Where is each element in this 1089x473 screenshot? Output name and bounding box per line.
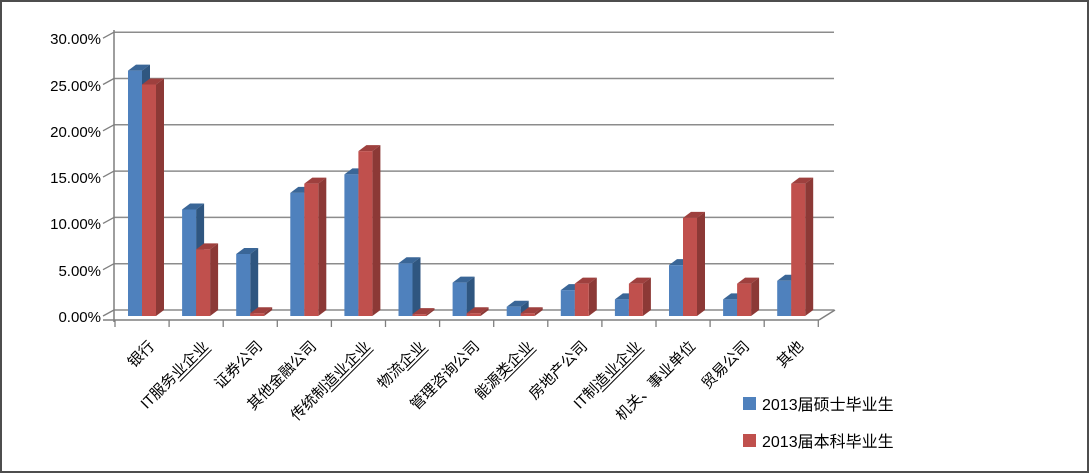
bar-side-s1-c10 xyxy=(697,211,705,316)
bar-s1-c9 xyxy=(628,283,643,316)
bar-s1-c4 xyxy=(358,151,373,316)
bar-top-s0-c0 xyxy=(128,64,150,71)
bar-s0-c5 xyxy=(398,263,413,316)
y-tick xyxy=(102,31,115,39)
bar-side-s1-c7 xyxy=(534,307,543,316)
legend-item-bachelors: 2013届本科毕业生 xyxy=(743,428,894,452)
bar-side-s1-c5 xyxy=(426,308,435,316)
bar-s1-c3 xyxy=(304,183,319,316)
y-axis-tick-label: 20.00% xyxy=(50,123,101,141)
y-tick xyxy=(102,216,115,224)
bar-top-s1-c7 xyxy=(520,307,543,314)
bar-s0-c0 xyxy=(128,70,142,316)
legend-swatch-masters-icon xyxy=(743,396,756,410)
bar-s0-c2 xyxy=(236,253,251,316)
bar-top-s1-c6 xyxy=(466,307,489,314)
bar-s1-c8 xyxy=(574,283,589,316)
legend-label-masters: 2013届硕士毕业生 xyxy=(762,397,894,414)
bar-top-s1-c3 xyxy=(304,177,327,184)
bar-side-s1-c8 xyxy=(588,277,597,316)
bar-s1-c10 xyxy=(683,217,697,316)
bar-s0-c1 xyxy=(182,209,197,316)
bar-s1-c12 xyxy=(791,183,806,316)
y-axis-tick-label: 5.00% xyxy=(58,262,101,280)
bar-top-s1-c12 xyxy=(791,177,814,184)
bar-s1-c11 xyxy=(737,283,752,316)
bar-side-s0-c5 xyxy=(412,257,421,316)
bar-side-s1-c2 xyxy=(264,307,273,316)
floor-right-edge xyxy=(818,309,836,321)
bar-top-s0-c6 xyxy=(452,276,475,283)
bar-s0-c3 xyxy=(290,192,305,316)
bar-top-s0-c2 xyxy=(236,247,259,254)
bar-s0-c10 xyxy=(669,265,683,316)
bar-s0-c8 xyxy=(560,290,575,316)
bar-side-s0-c6 xyxy=(466,276,475,316)
bar-top-s1-c4 xyxy=(358,145,381,152)
bar-top-s1-c8 xyxy=(574,277,597,284)
bar-s1-c5 xyxy=(412,314,427,316)
bar-side-s1-c12 xyxy=(805,177,814,316)
bar-top-s0-c7 xyxy=(506,300,529,307)
bar-side-s1-c1 xyxy=(210,243,219,316)
bar-side-s1-c6 xyxy=(480,307,489,316)
y-axis-tick-label: 10.00% xyxy=(50,216,101,234)
bar-side-s1-c11 xyxy=(751,277,760,316)
bar-s1-c2 xyxy=(250,313,265,316)
bar-s1-c6 xyxy=(466,313,481,316)
y-tick xyxy=(102,77,115,86)
bar-s1-c0 xyxy=(142,84,156,316)
bar-top-s1-c2 xyxy=(250,307,273,314)
bar-side-s1-c9 xyxy=(642,277,651,316)
bar-s0-c9 xyxy=(614,299,629,316)
legend: 2013届硕士毕业生 2013届本科毕业生 xyxy=(743,391,894,465)
bar-s0-c6 xyxy=(452,282,467,316)
bar-s1-c1 xyxy=(196,249,211,316)
bar-top-s0-c5 xyxy=(398,257,421,264)
bar-side-s1-c3 xyxy=(318,177,327,316)
bar-s1-c7 xyxy=(520,313,535,316)
y-tick xyxy=(102,124,115,132)
bar-s0-c11 xyxy=(723,299,738,316)
y-tick xyxy=(102,309,115,317)
bar-top-s1-c9 xyxy=(628,277,651,284)
legend-label-bachelors: 2013届本科毕业生 xyxy=(762,434,894,451)
bar-top-s0-c1 xyxy=(182,203,205,210)
y-axis-tick-label: 25.00% xyxy=(50,77,101,95)
y-axis-tick-label: 15.00% xyxy=(50,170,101,188)
y-tick xyxy=(102,170,115,178)
bar-s0-c7 xyxy=(506,306,521,316)
bar-side-s0-c2 xyxy=(250,247,259,316)
bar-top-s1-c11 xyxy=(737,277,760,284)
bar-side-s1-c0 xyxy=(156,78,164,316)
bar-top-s1-c10 xyxy=(683,211,705,218)
bar-side-s1-c4 xyxy=(372,145,381,316)
y-axis-tick-label: 30.00% xyxy=(50,31,101,49)
y-axis-tick-label: 0.00% xyxy=(58,309,101,326)
legend-item-masters: 2013届硕士毕业生 xyxy=(743,391,894,415)
bar-top-s1-c5 xyxy=(412,308,435,315)
bar-s0-c12 xyxy=(777,280,792,316)
y-tick xyxy=(102,263,115,271)
bar-top-s1-c0 xyxy=(142,78,164,85)
legend-swatch-bachelors-icon xyxy=(743,433,756,447)
bar-s0-c4 xyxy=(344,174,359,316)
bar-top-s1-c1 xyxy=(196,243,219,250)
